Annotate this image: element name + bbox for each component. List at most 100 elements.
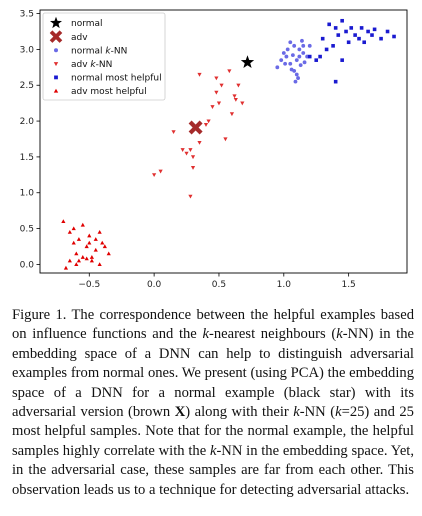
data-point: [236, 83, 241, 88]
data-point: [314, 58, 319, 62]
data-point: [93, 237, 98, 241]
data-point: [188, 148, 193, 152]
data-point: [61, 219, 66, 224]
series-adv-most-helpful: [61, 219, 111, 270]
series-adv: [188, 120, 203, 135]
data-point: [307, 54, 312, 59]
y-tick-label: 1.5: [20, 153, 34, 163]
data-point: [293, 79, 298, 84]
series-adv-k-nn: [152, 69, 245, 199]
legend-marker: [53, 88, 59, 93]
data-point: [74, 262, 79, 267]
data-point: [87, 233, 92, 238]
data-point: [296, 76, 300, 80]
plot-frame: [39, 9, 408, 274]
data-point: [362, 40, 367, 45]
data-point: [158, 169, 163, 174]
data-point: [294, 58, 299, 63]
axes: −0.5 0.0 0.5 1.0 1.5 0.0 0.5 1.0 1.5 2.0 2.5 3.0 3.5: [20, 10, 356, 290]
legend-marker-stroke-b: [49, 30, 63, 43]
legend-marker: [49, 30, 63, 43]
data-point: [100, 240, 105, 245]
data-point: [333, 26, 338, 30]
series-normal: [240, 55, 255, 68]
data-point: [333, 79, 338, 84]
data-point: [336, 33, 341, 37]
figure-caption: Figure 1. The correspondence between the…: [12, 307, 415, 498]
legend-marker: [54, 48, 58, 53]
data-point: [285, 47, 290, 52]
data-point: [227, 69, 232, 74]
data-point: [349, 26, 354, 30]
data-point: [106, 251, 111, 256]
data-point: [346, 40, 351, 45]
data-point: [89, 255, 94, 259]
data-point: [197, 72, 202, 77]
data-point: [93, 247, 98, 252]
data-point: [232, 94, 237, 99]
data-point: [71, 226, 76, 231]
chart-svg: −0.5 0.0 0.5 1.0 1.5 0.0 0.5 1.0 1.5 2.0 2.5 3.0 3.5…: [20, 9, 408, 290]
data-point: [214, 90, 219, 95]
data-point: [152, 173, 157, 178]
data-point: [67, 229, 72, 234]
data-point: [324, 47, 329, 52]
data-point: [292, 43, 297, 48]
legend-marker: [53, 62, 59, 67]
legend-entry: normal k-NN: [54, 46, 127, 56]
data-point: [80, 222, 85, 227]
legend-entry: adv: [49, 30, 88, 43]
data-point: [184, 151, 189, 156]
data-point: [307, 43, 312, 48]
data-point: [180, 148, 185, 152]
scatter-figure: −0.5 0.0 0.5 1.0 1.5 0.0 0.5 1.0 1.5 2.0 2.5 3.0 3.5…: [20, 9, 408, 290]
data-point: [392, 34, 396, 39]
legend-label: normal most helpful: [71, 74, 162, 84]
x-tick-label: 1.5: [341, 280, 355, 290]
data-point: [327, 22, 331, 27]
data-point: [340, 18, 344, 23]
legend-label: normal k-NN: [71, 46, 127, 56]
data-point: [318, 54, 322, 59]
data-point: [353, 33, 357, 37]
data-point: [206, 119, 211, 124]
data-point: [102, 244, 107, 249]
data-point: [219, 83, 224, 88]
data-point: [300, 38, 304, 43]
data-point: [188, 120, 203, 135]
data-point: [297, 47, 302, 52]
data-point: [223, 137, 228, 142]
data-point: [240, 101, 245, 106]
y-tick-label: 0.5: [20, 225, 34, 235]
data-point: [74, 251, 79, 256]
data-point: [344, 29, 348, 34]
data-point: [294, 72, 299, 77]
data-point: [302, 60, 307, 65]
data-point: [366, 29, 370, 34]
y-tick-label: 2.0: [20, 117, 35, 127]
legend-box: [42, 12, 166, 101]
x-tick-label: 1.0: [277, 280, 292, 290]
data-point: [370, 33, 374, 37]
legend-marker: [54, 75, 58, 80]
data-point: [197, 140, 202, 145]
data-point: [288, 40, 293, 45]
data-point: [188, 194, 193, 199]
legend-label: adv k-NN: [71, 60, 112, 70]
y-tick-label: 1.0: [20, 189, 35, 199]
data-point: [97, 229, 102, 234]
data-point: [372, 27, 377, 32]
data-point: [283, 61, 287, 66]
data-point-stroke-b: [188, 120, 203, 135]
series-normal-k-nn: [275, 38, 312, 84]
data-point: [210, 105, 215, 109]
y-tick-label: 2.5: [20, 81, 34, 91]
data-point: [298, 63, 303, 68]
data-point: [84, 244, 89, 249]
data-point: [290, 53, 295, 58]
data-point: [216, 101, 222, 106]
data-point: [214, 76, 219, 81]
data-point: [76, 258, 82, 263]
y-tick-label: 3.5: [20, 10, 34, 20]
data-point: [289, 67, 294, 72]
